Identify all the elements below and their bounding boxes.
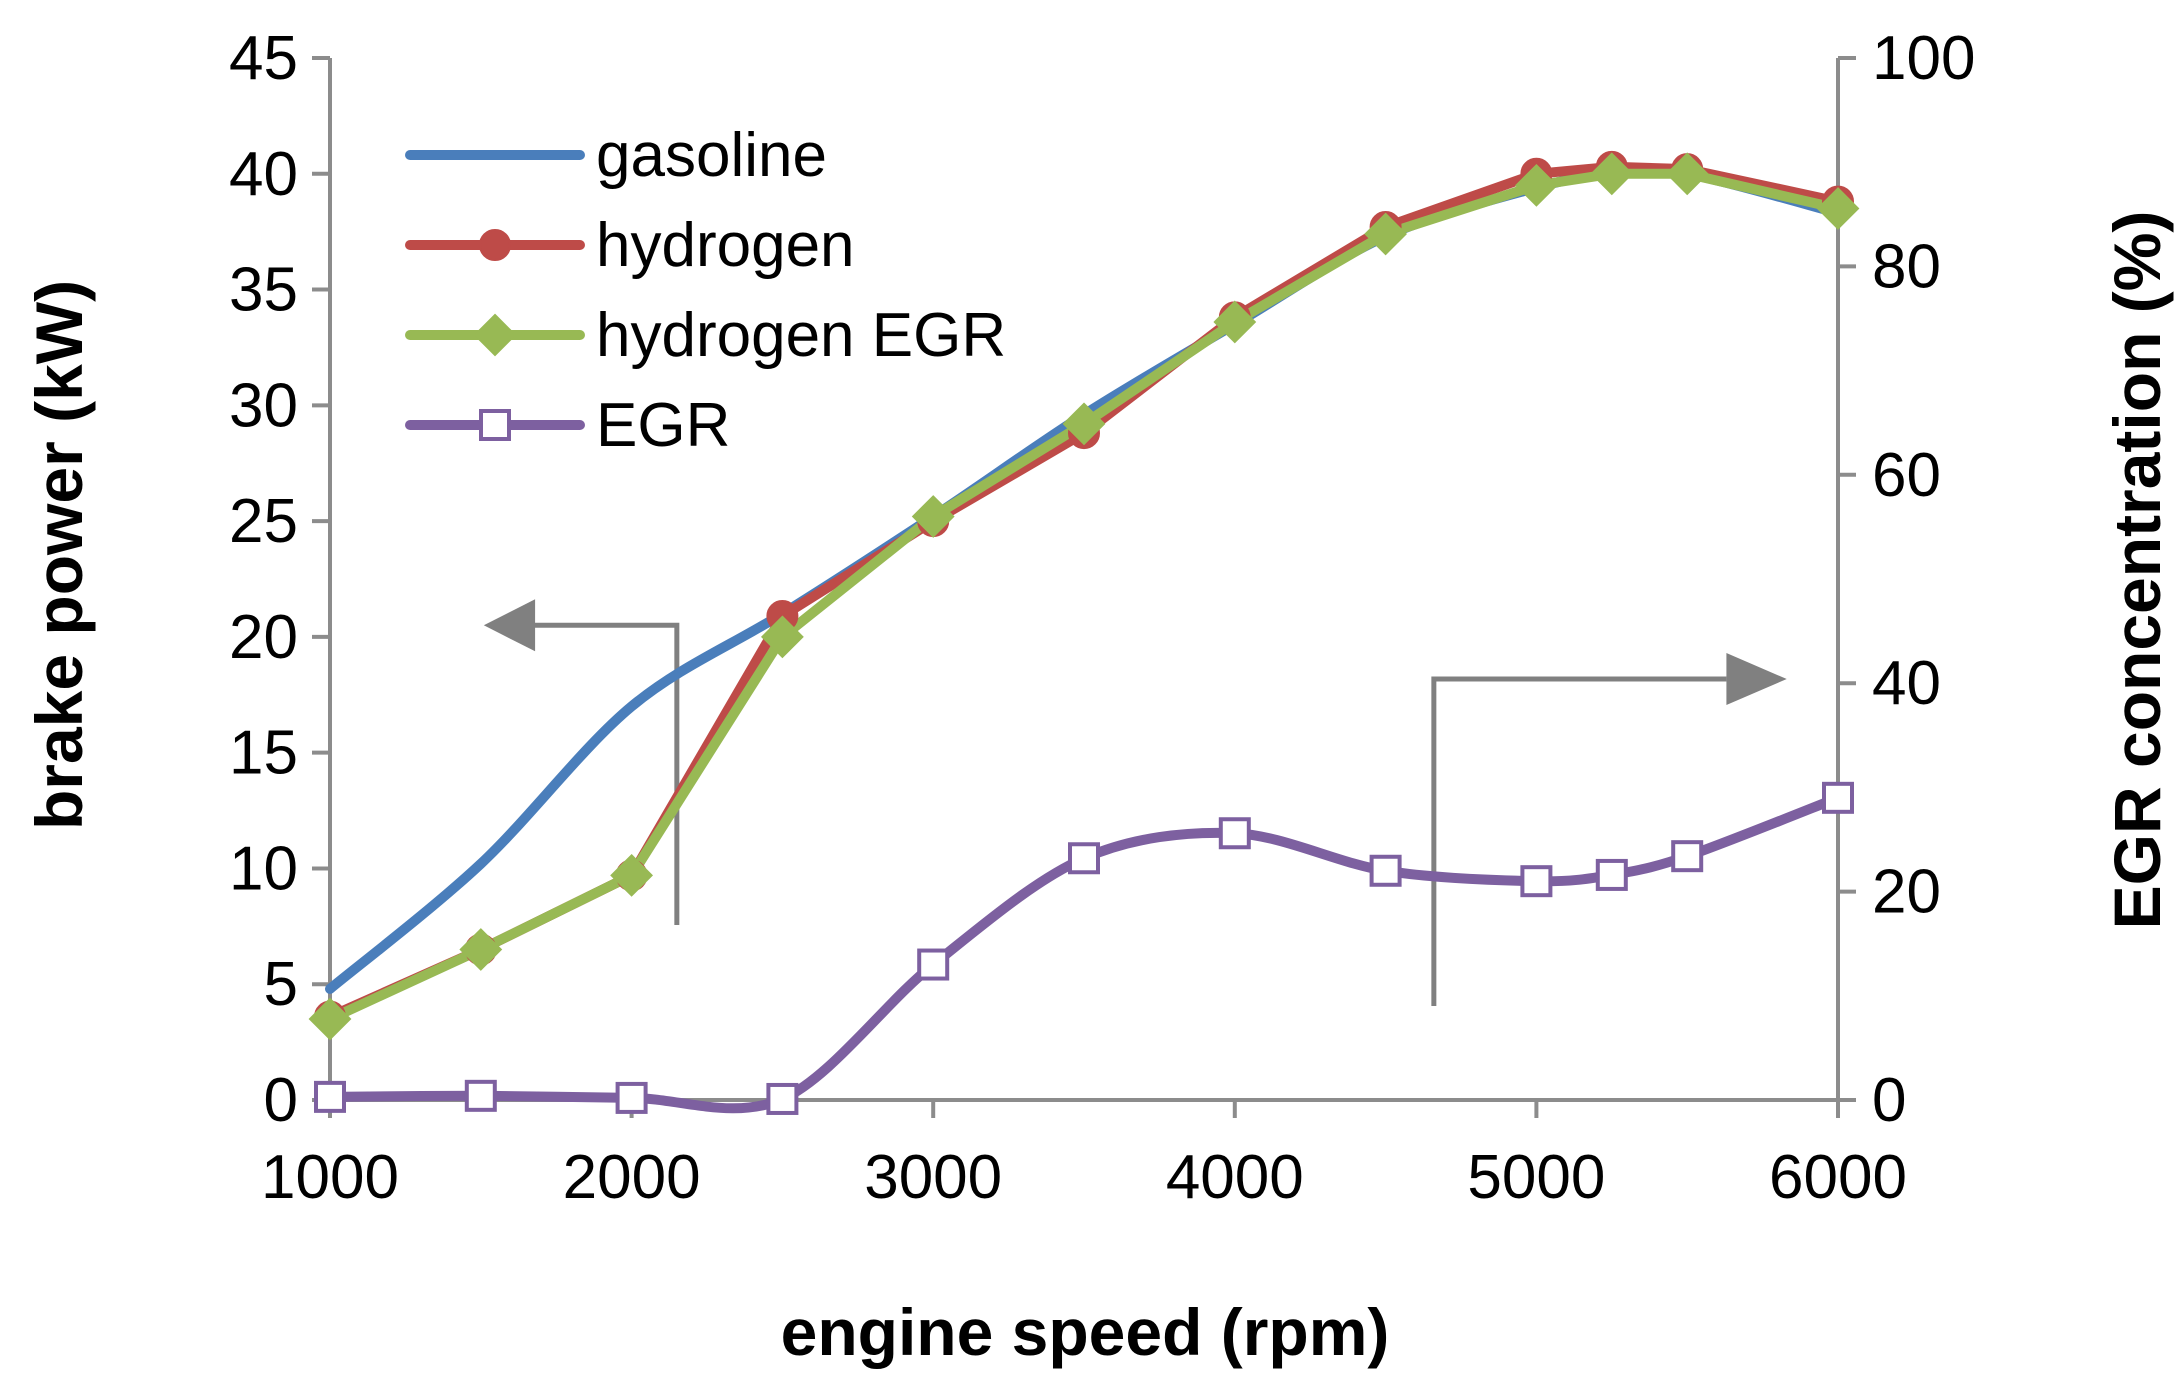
y-tick-label: 20 — [229, 603, 298, 672]
point-hydrogen-egr — [308, 997, 352, 1041]
y-tick-label: 35 — [229, 256, 298, 325]
annotation-arrows — [483, 599, 1787, 1006]
point-hydrogen-egr — [1062, 402, 1106, 446]
point-hydrogen-egr — [911, 495, 955, 538]
y2-tick-label: 100 — [1872, 24, 1975, 93]
y2-tick-label: 20 — [1872, 858, 1941, 927]
point-egr — [1520, 865, 1553, 898]
point-hydrogen-egr — [1590, 152, 1634, 196]
point-hydrogen-egr — [1213, 300, 1257, 344]
right-arrow-line — [1431, 676, 1727, 1006]
point-egr — [1822, 781, 1854, 814]
point-egr — [1068, 842, 1100, 875]
legend-label-gasoline: gasoline — [596, 121, 827, 190]
y2-tick-label: 80 — [1872, 232, 1941, 301]
point-hydrogen-egr — [1816, 187, 1860, 230]
x-tick-label: 6000 — [1769, 1143, 1907, 1212]
point-egr — [917, 948, 950, 981]
point-egr — [314, 1080, 346, 1113]
y-tick-label: 5 — [264, 950, 298, 1019]
point-hydrogen-egr — [760, 615, 804, 659]
point-egr — [1369, 854, 1402, 887]
y2-axis-title: EGR concentration (%) — [2100, 211, 2174, 930]
plot-frame — [312, 56, 1856, 1118]
x-tick-label: 2000 — [563, 1143, 701, 1212]
point-egr — [615, 1081, 648, 1114]
point-hydrogen-egr — [1364, 212, 1408, 256]
y-tick-label: 30 — [229, 371, 298, 440]
y-tick-label: 40 — [229, 140, 298, 209]
point-egr — [464, 1079, 497, 1112]
left-arrow-line — [523, 622, 680, 925]
y-tick-label: 25 — [229, 487, 298, 556]
point-hydrogen-egr — [1665, 152, 1709, 196]
legend-marker-egr — [479, 409, 511, 441]
point-egr — [1671, 840, 1704, 873]
point-egr — [766, 1082, 799, 1115]
legend-label-hydrogen-egr: hydrogen EGR — [596, 301, 1006, 370]
right-arrow-head — [1726, 653, 1787, 706]
point-hydrogen-egr — [610, 853, 654, 897]
y-tick-label: 10 — [229, 834, 298, 903]
markers-layer — [308, 150, 1860, 1115]
y-tick-label: 15 — [229, 719, 298, 788]
legend-marker-hydrogen-egr — [473, 313, 517, 357]
legend-marker-hydrogen — [479, 229, 511, 261]
x-tick-label: 4000 — [1166, 1143, 1304, 1212]
y-tick-label: 0 — [264, 1066, 298, 1135]
legend: gasoline hydrogen hydrogen EGR EGR — [405, 121, 1006, 460]
left-arrow-head — [483, 599, 536, 652]
point-egr — [1218, 817, 1251, 850]
y2-tick-label: 0 — [1872, 1066, 1906, 1135]
x-axis-title: engine speed (rpm) — [781, 1295, 1390, 1369]
point-egr — [1595, 858, 1628, 891]
point-hydrogen-egr — [459, 928, 503, 971]
tick-labels: 0 5 10 15 20 25 30 35 40 45 0 20 40 60 80 100 1000 2000 30… — [229, 24, 1975, 1212]
legend-label-hydrogen: hydrogen — [596, 211, 855, 280]
y2-tick-label: 40 — [1872, 649, 1941, 718]
y-tick-label: 45 — [229, 24, 298, 93]
y-axis-title: brake power (kW) — [22, 280, 96, 830]
series-layer — [325, 161, 1843, 1114]
point-hydrogen-egr — [1514, 163, 1558, 207]
series-line-hydrogen-egr — [325, 168, 1843, 1024]
x-tick-label: 5000 — [1467, 1143, 1605, 1212]
legend-label-egr: EGR — [596, 391, 730, 460]
x-tick-label: 1000 — [261, 1143, 399, 1212]
x-tick-label: 3000 — [864, 1143, 1002, 1212]
y2-tick-label: 60 — [1872, 441, 1941, 510]
